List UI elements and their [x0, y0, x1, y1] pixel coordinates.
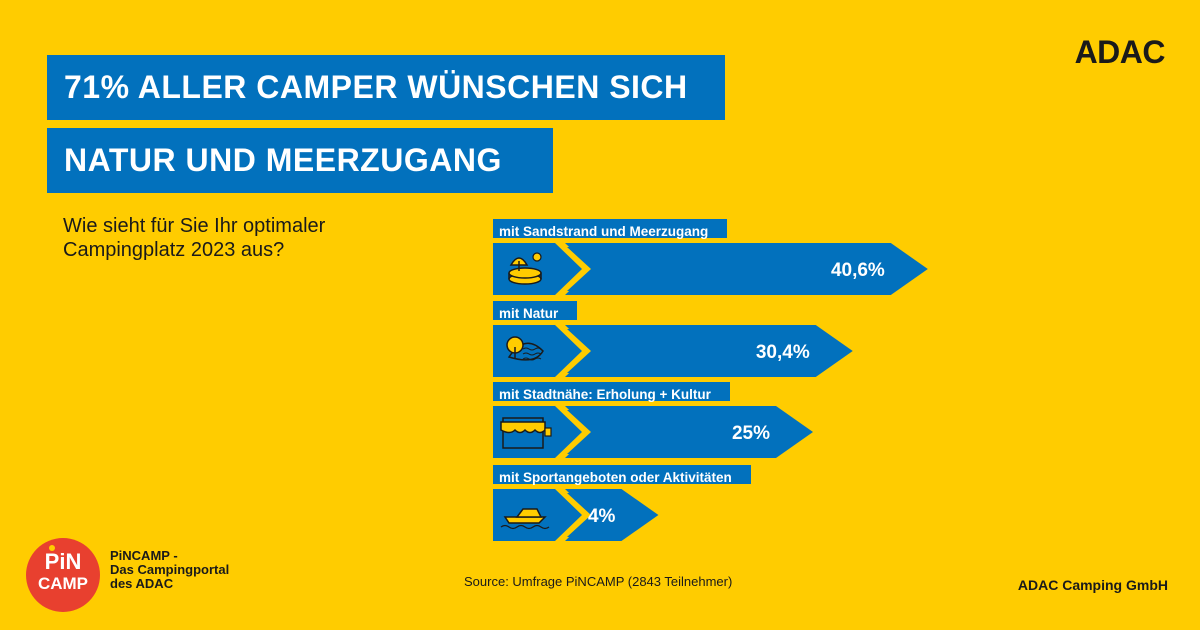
chevron-separator — [555, 325, 592, 377]
boat-hull — [503, 516, 547, 524]
chevron-inner — [567, 493, 596, 537]
beach-umbrella-icon — [508, 252, 542, 285]
value-label: 30,4% — [756, 342, 810, 363]
question-line-1: Wie sieht für Sie Ihr optimaler — [63, 215, 326, 237]
bar-group: 40,6% — [493, 243, 928, 295]
nature-tree-lake-icon — [506, 336, 544, 361]
pincamp-logo-line-2: CAMP — [37, 574, 89, 593]
bar-group: 30,4% — [493, 325, 853, 377]
bar — [493, 489, 659, 541]
survey-question: Wie sieht für Sie Ihr optimaler Campingp… — [63, 214, 403, 262]
question-line-2: Campingplatz 2023 aus? — [63, 239, 285, 261]
pincamp-line-1: PiNCAMP - — [110, 548, 178, 563]
shop-sign — [544, 427, 552, 437]
category-label-box — [493, 465, 751, 484]
bar-group: 25% — [493, 406, 813, 458]
pincamp-logo: PiN CAMP — [26, 538, 100, 612]
chevron-separator — [555, 406, 592, 458]
pool-top — [508, 267, 542, 279]
source-note: Source: Umfrage PiNCAMP (2843 Teilnehmer… — [464, 574, 733, 589]
water-wave — [522, 347, 542, 351]
pincamp-logo-dot — [49, 545, 55, 551]
value-label: 4% — [588, 506, 616, 527]
headline-line-1: 71% ALLER CAMPER WÜNSCHEN SICH — [47, 55, 725, 120]
chevron-inner — [567, 247, 596, 291]
chevron-separator — [555, 489, 592, 541]
chevron-separator — [555, 243, 592, 295]
pincamp-description: PiNCAMP - Das Campingportal des ADAC — [110, 549, 240, 591]
chevron-inner — [567, 329, 596, 373]
pincamp-line-2: Das Campingportal — [110, 562, 230, 577]
adac-logo: ADAC — [1074, 34, 1166, 70]
headline-line-2: NATUR UND MEERZUGANG — [47, 128, 553, 193]
bar-group: 4% — [493, 489, 659, 541]
boat-icon — [500, 508, 550, 530]
category-label: mit Stadtnähe: Erholung + Kultur — [499, 387, 712, 402]
value-label: 40,6% — [831, 260, 885, 281]
category-label: mit Sandstrand und Meerzugang — [499, 224, 708, 239]
chevron-inner — [567, 410, 596, 454]
category-label-box — [493, 301, 577, 320]
pincamp-logo-line-1: PiN — [44, 549, 82, 574]
bar — [493, 243, 928, 295]
water-wave — [522, 357, 542, 361]
category-label-box — [493, 382, 730, 401]
sun-shape — [532, 252, 542, 262]
company-name: ADAC Camping GmbH — [1017, 577, 1168, 593]
category-label-box — [493, 219, 727, 238]
shop-awning-icon — [500, 417, 552, 449]
category-label: mit Sportangeboten oder Aktivitäten — [499, 470, 732, 485]
water-wave — [522, 352, 542, 356]
boat-wave — [500, 524, 550, 530]
pincamp-line-3: des ADAC — [110, 576, 174, 591]
shop-awning — [500, 421, 546, 434]
category-label: mit Natur — [499, 306, 559, 321]
boat-cabin — [515, 508, 543, 518]
bar — [493, 325, 853, 377]
value-label: 25% — [732, 423, 770, 444]
